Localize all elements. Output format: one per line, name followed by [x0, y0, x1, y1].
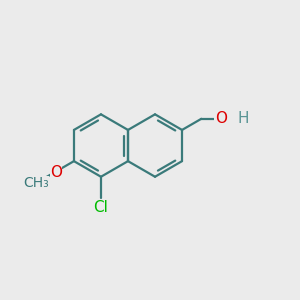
Text: H: H — [238, 111, 249, 126]
Text: O: O — [50, 165, 62, 180]
Text: Cl: Cl — [94, 200, 108, 215]
Text: CH₃: CH₃ — [23, 176, 49, 190]
Text: O: O — [215, 111, 227, 126]
